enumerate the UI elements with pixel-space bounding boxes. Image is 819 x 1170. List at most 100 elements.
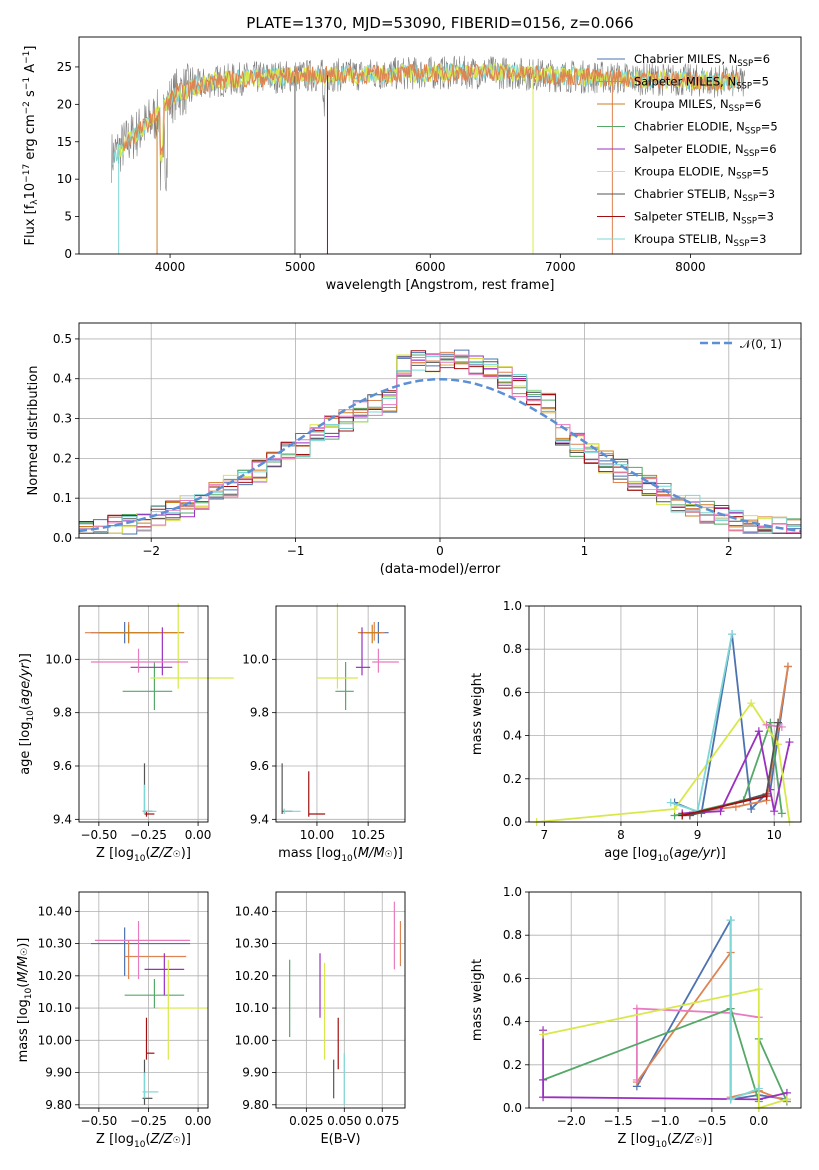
y-tick-label: 9.90	[242, 1066, 269, 1080]
x-axis-label: mass [log10(M/M☉)]	[278, 846, 403, 864]
y-tick-label: 25	[57, 60, 72, 74]
x-tick-label: 8	[617, 828, 625, 842]
y-tick-label: 9.6	[53, 759, 72, 773]
weight-series-line	[729, 920, 760, 1101]
weight-marker	[678, 811, 687, 820]
y-tick-label: 0.4	[503, 1015, 522, 1029]
y-tick-label: 10.40	[38, 904, 72, 918]
panel-age_vs_Z: −0.50 −0.25 0.00 9.4 9.6 9.8 10.0 Z [log10(Z/Z☉…	[18, 603, 234, 864]
axes-frame	[78, 322, 802, 539]
y-tick-label: 20	[57, 97, 72, 111]
y-tick-label: 9.8	[53, 706, 72, 720]
y-tick-label: 1.0	[503, 599, 522, 613]
y-tick-label: 1.0	[503, 885, 522, 899]
y-tick-label: 10.10	[38, 1001, 72, 1015]
y-tick-label: 9.4	[250, 812, 269, 826]
weight-series-line	[681, 795, 767, 817]
x-tick-label: 9	[694, 828, 702, 842]
axes-frame	[275, 605, 406, 823]
legend-label: Chabrier MILES, NSSP=6	[634, 52, 770, 69]
y-tick-label: 0.6	[503, 685, 522, 699]
figure-title: PLATE=1370, MJD=53090, FIBERID=0156, z=0…	[246, 14, 633, 32]
legend-label: Kroupa MILES, NSSP=6	[634, 97, 761, 114]
x-axis-label: E(B-V)	[320, 1132, 360, 1147]
x-tick-label: 0.00	[185, 1114, 212, 1128]
legend-label: Salpeter MILES, NSSP=5	[634, 75, 769, 92]
y-tick-label: 0.4	[503, 729, 522, 743]
legend-label: Chabrier STELIB, NSSP=3	[634, 187, 775, 204]
y-tick-label: 0.8	[503, 642, 522, 656]
weight-marker	[754, 727, 763, 736]
y-tick-label: 9.8	[250, 706, 269, 720]
weight-marker	[539, 1075, 548, 1084]
x-tick-label: −2.0	[557, 1114, 586, 1128]
normal-curve	[79, 377, 801, 533]
panel-weight_vs_Z: −2.0 −1.5 −1.0 −0.5 0.0 0.0 0.2 0.4 0.6 0.8 1.0 Z […	[470, 885, 802, 1150]
legend-label: Chabrier ELODIE, NSSP=5	[634, 120, 778, 137]
x-tick-label: 0.025	[289, 1114, 323, 1128]
weight-marker	[785, 738, 794, 747]
axes-frame	[275, 891, 406, 1109]
panel-spectrum: 4000 5000 6000 7000 8000 0 5 10 15 20 25 wavelength…	[22, 36, 802, 293]
y-tick-label: 9.6	[250, 759, 269, 773]
weight-marker	[670, 805, 679, 814]
y-tick-label: 0.3	[53, 412, 72, 426]
x-tick-label: −1.0	[650, 1114, 679, 1128]
legend-label: Kroupa STELIB, NSSP=3	[634, 232, 766, 249]
weight-marker	[728, 630, 737, 639]
y-tick-label: 9.4	[53, 812, 72, 826]
weight-marker	[783, 662, 792, 671]
histogram-series	[79, 353, 801, 534]
axes-frame	[528, 891, 802, 1109]
y-tick-label: 0.0	[53, 531, 72, 545]
y-tick-label: 10.20	[235, 969, 269, 983]
axes-frame	[78, 891, 209, 1109]
y-tick-label: 15	[57, 135, 72, 149]
weight-marker	[762, 792, 771, 801]
y-tick-label: 10.0	[45, 652, 72, 666]
y-tick-label: 10.30	[235, 937, 269, 951]
y-tick-label: 0.5	[53, 332, 72, 346]
y-axis-label: age [log10(age/yr)]	[18, 653, 36, 775]
legend-label: Salpeter ELODIE, NSSP=6	[634, 142, 777, 159]
y-tick-label: 10.40	[235, 904, 269, 918]
weight-marker	[632, 1075, 641, 1084]
y-tick-label: 10.00	[38, 1033, 72, 1047]
y-axis-label: Normed distribution	[26, 366, 41, 496]
y-tick-label: 9.90	[45, 1066, 72, 1080]
y-tick-label: 0.6	[503, 971, 522, 985]
x-tick-label: −0.25	[130, 1114, 167, 1128]
y-tick-label: 10.10	[235, 1001, 269, 1015]
axes-frame	[78, 605, 209, 823]
x-tick-label: 0.050	[327, 1114, 361, 1128]
x-tick-label: 6000	[415, 260, 446, 274]
weight-series-line	[636, 1007, 759, 1080]
y-tick-label: 10	[57, 172, 72, 186]
x-tick-label: 0.075	[365, 1114, 399, 1128]
x-axis-label: Z [log10(Z/Z☉)]	[618, 1132, 713, 1150]
y-tick-label: 0.0	[503, 1101, 522, 1115]
legend-label: Salpeter STELIB, NSSP=3	[634, 210, 774, 227]
y-tick-label: 10.0	[242, 652, 269, 666]
y-axis-label: mass [log10(M/M☉)]	[16, 938, 34, 1063]
x-tick-label: 5000	[285, 260, 316, 274]
panel-residuals: −2 −1 0 1 2 0.0 0.1 0.2 0.3 0.4 0.5 (data-model)/er…	[26, 322, 802, 577]
x-axis-label: Z [log10(Z/Z☉)]	[96, 846, 191, 864]
y-axis-label: mass weight	[470, 673, 485, 755]
weight-marker	[666, 798, 675, 807]
y-tick-label: 0.1	[53, 491, 72, 505]
weight-marker	[539, 1030, 548, 1039]
x-tick-label: 2	[725, 544, 733, 558]
x-tick-label: −2	[142, 544, 160, 558]
legend-label: 𝒩(0, 1)	[740, 337, 782, 351]
legend-label: Kroupa ELODIE, NSSP=5	[634, 165, 769, 182]
weight-series-line	[542, 988, 788, 1110]
weight-marker	[777, 809, 786, 818]
weight-marker	[754, 1084, 763, 1093]
y-tick-label: 0.2	[503, 1058, 522, 1072]
panel-mass_vs_ebv: 0.025 0.050 0.075 9.80 9.90 10.00 10.10 10.20 10…	[235, 891, 406, 1147]
spectrum-model	[122, 62, 741, 158]
weight-series-line	[670, 633, 733, 813]
weight-marker	[754, 985, 763, 994]
axes-frame	[78, 36, 802, 255]
